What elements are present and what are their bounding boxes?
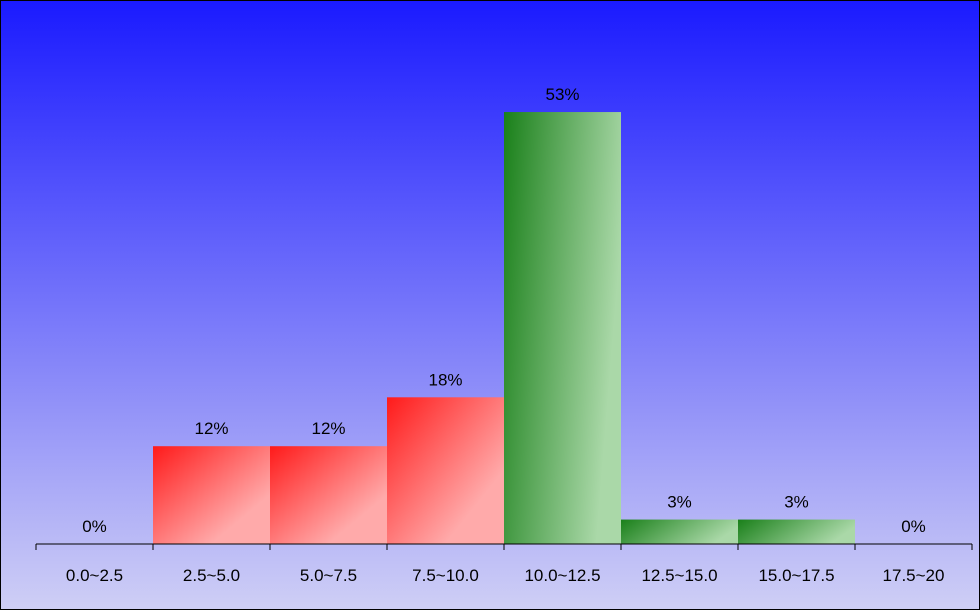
value-labels-layer: 0% 12% 12% 18% 53% 3% 3% 0% <box>82 85 926 536</box>
x-tick-label: 7.5~10.0 <box>412 566 479 585</box>
value-label: 53% <box>545 85 579 104</box>
x-tick-labels-layer: 0.0~2.5 2.5~5.0 5.0~7.5 7.5~10.0 10.0~12.5 12… <box>66 566 945 585</box>
bar-5.0~7.5 <box>270 446 387 544</box>
value-label: 0% <box>901 517 926 536</box>
x-tick-label: 2.5~5.0 <box>183 566 240 585</box>
x-tick-label: 10.0~12.5 <box>524 566 600 585</box>
value-label: 3% <box>784 493 809 512</box>
x-axis <box>35 543 973 550</box>
value-label: 3% <box>667 493 692 512</box>
bar-12.5~15.0 <box>621 519 738 544</box>
value-label: 0% <box>82 517 107 536</box>
value-label: 12% <box>194 419 228 438</box>
x-tick-label: 17.5~20 <box>883 566 945 585</box>
x-tick-label: 15.0~17.5 <box>758 566 834 585</box>
value-label: 18% <box>428 370 462 389</box>
bar-2.5~5.0 <box>153 446 270 544</box>
bar-15.0~17.5 <box>738 519 855 544</box>
value-label: 12% <box>311 419 345 438</box>
bars-layer <box>153 112 855 545</box>
x-tick-label: 12.5~15.0 <box>641 566 717 585</box>
x-tick-label: 0.0~2.5 <box>66 566 123 585</box>
bar-10.0~12.5 <box>504 112 621 545</box>
bar-7.5~10.0 <box>387 397 504 544</box>
x-tick-label: 5.0~7.5 <box>300 566 357 585</box>
